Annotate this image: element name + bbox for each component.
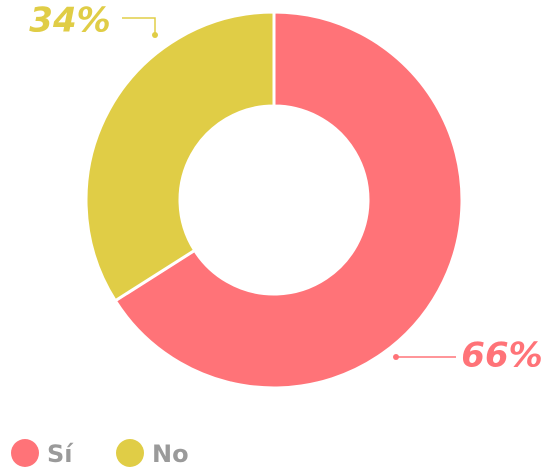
donut-slice — [84, 10, 276, 303]
legend-swatch — [116, 439, 144, 467]
leader-dot — [393, 354, 399, 360]
legend-label: Sí — [47, 440, 74, 468]
leader-line — [122, 17, 156, 35]
legend-label: No — [152, 440, 189, 468]
donut-slice — [113, 10, 464, 390]
leader-dot — [152, 32, 158, 38]
data-label: 66% — [461, 336, 542, 376]
data-label: 34% — [29, 1, 110, 41]
legend-swatch — [11, 439, 39, 467]
